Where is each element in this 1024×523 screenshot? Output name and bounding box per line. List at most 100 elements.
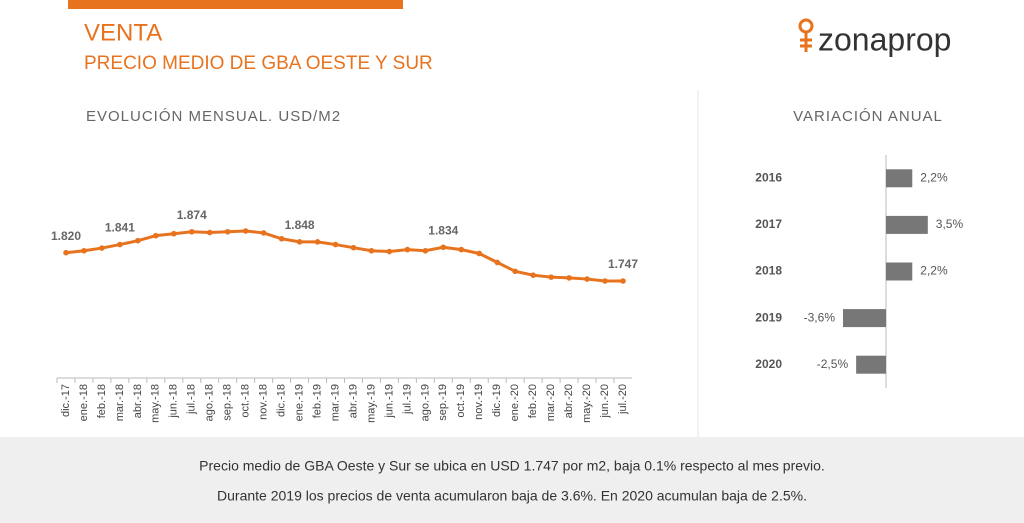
price-point [224, 228, 231, 235]
header-subtitle: PRECIO MEDIO DE GBA OESTE Y SUR [84, 53, 433, 74]
price-point [404, 246, 411, 253]
price-point [332, 241, 339, 248]
x-tick-label: jun.-18 [168, 384, 180, 419]
price-point [278, 235, 285, 242]
x-tick-label: ago.-18 [204, 384, 216, 421]
price-point [458, 246, 465, 253]
bar [886, 215, 928, 234]
price-line [65, 229, 623, 283]
x-tick-label: ene.-19 [293, 384, 305, 421]
price-point [566, 275, 572, 281]
logo: zonaprop [798, 18, 951, 57]
price-point [99, 245, 105, 251]
x-tick-label: sep.-18 [222, 384, 234, 421]
price-point [350, 244, 357, 251]
value-label: 1.874 [177, 208, 207, 222]
x-tick-label: mar.-19 [329, 384, 341, 421]
y-tick-label: 2017 [755, 217, 782, 231]
x-tick-label: dic.-18 [276, 384, 288, 417]
price-point [422, 247, 429, 254]
x-tick-label: abr.-18 [132, 384, 144, 418]
price-point [81, 247, 87, 254]
header-title: VENTA [84, 19, 162, 46]
x-tick-label: feb.-19 [311, 384, 323, 418]
y-tick-label: 2016 [755, 170, 782, 184]
x-tick-label: oct.-18 [240, 384, 252, 418]
price-point [602, 278, 608, 284]
x-tick-label: may.-20 [581, 384, 593, 423]
x-tick-label: ene.-18 [78, 384, 90, 421]
x-tick-label: nov.-19 [473, 384, 485, 420]
logo-text: zonaprop [818, 21, 951, 57]
x-tick-label: ago.-19 [419, 384, 431, 421]
price-point [63, 249, 69, 256]
price-point [206, 229, 213, 236]
price-point [171, 230, 177, 237]
price-point [153, 232, 159, 239]
price-point [314, 239, 321, 245]
x-tick-label: dic.-19 [491, 384, 503, 417]
y-tick-label: 2020 [755, 357, 782, 371]
bar [886, 169, 913, 188]
price-point [135, 237, 141, 244]
y-tick-label: 2019 [755, 310, 782, 324]
value-label: 1.834 [428, 223, 458, 237]
price-point [494, 259, 501, 266]
price-point [188, 228, 195, 235]
x-tick-label: sep.-19 [437, 384, 449, 421]
x-tick-label: mar.-20 [545, 384, 557, 421]
x-tick-label: oct.-19 [455, 384, 467, 418]
price-point [548, 274, 554, 280]
x-tick-label: feb.-20 [527, 384, 539, 418]
value-label: 1.848 [285, 218, 315, 232]
value-label: 3,5% [936, 217, 964, 231]
price-point [386, 248, 393, 255]
price-point [440, 244, 447, 251]
value-label: 1.841 [105, 221, 135, 235]
value-label: 2,2% [920, 170, 948, 184]
x-tick-label: ene.-20 [509, 384, 521, 421]
price-point [242, 228, 249, 234]
value-label: -3,6% [804, 310, 836, 324]
x-tick-label: nov.-18 [258, 384, 270, 420]
x-tick-label: jul.-19 [401, 384, 413, 415]
chart-title: VARIACIÓN ANUAL [793, 108, 943, 125]
price-point [530, 272, 536, 278]
value-label: 2,2% [920, 264, 948, 278]
x-tick-label: may.-19 [365, 384, 377, 423]
logo-icon [798, 18, 814, 34]
x-tick-label: jun.-20 [599, 384, 611, 419]
bar [886, 262, 913, 281]
y-tick-label: 2018 [755, 264, 782, 278]
x-tick-label: jul.-18 [186, 384, 198, 415]
chart-title: EVOLUCIÓN MENSUAL. USD/M2 [86, 108, 341, 125]
accent-bar [68, 0, 403, 9]
value-label: -2,5% [817, 357, 849, 371]
x-tick-label: may.-18 [150, 384, 162, 423]
price-point [512, 268, 518, 275]
x-tick-label: mar.-18 [114, 384, 126, 421]
x-tick-label: abr.-20 [563, 384, 575, 418]
price-point [260, 230, 267, 236]
value-label: 1.747 [608, 257, 638, 271]
value-label: 1.820 [51, 229, 81, 243]
price-point [296, 239, 303, 245]
footer-band [0, 437, 1024, 523]
price-point [620, 278, 626, 284]
x-tick-label: dic.-17 [60, 384, 72, 417]
bar [843, 309, 886, 328]
price-point [117, 241, 123, 248]
price-point [476, 250, 483, 257]
bar [856, 355, 886, 374]
x-tick-label: jun.-19 [383, 384, 395, 419]
x-tick-label: feb.-18 [96, 384, 108, 418]
x-tick-label: jul.-20 [617, 384, 629, 415]
footer-text: Precio medio de GBA Oeste y Sur se ubica… [199, 458, 825, 474]
logo-icon [800, 32, 812, 52]
price-point [584, 276, 590, 282]
x-tick-label: abr.-19 [347, 384, 359, 418]
footer-text: Durante 2019 los precios de venta acumul… [217, 488, 807, 504]
price-point [368, 247, 375, 254]
